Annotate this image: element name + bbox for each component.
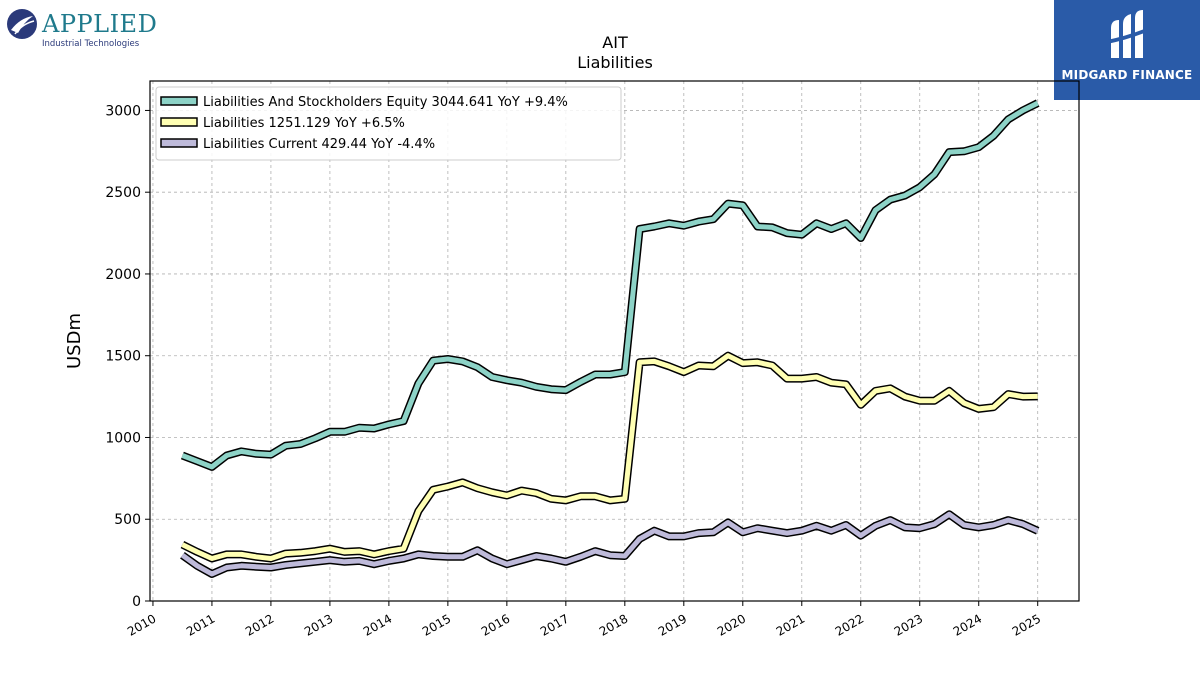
legend-box <box>155 86 622 161</box>
legend-swatch <box>160 117 198 127</box>
plot-frame <box>149 80 1080 602</box>
x-tick-label: 2025 <box>1010 611 1043 638</box>
legend: Liabilities And Stockholders Equity 3044… <box>155 86 622 161</box>
x-tick-label: 2018 <box>597 611 630 638</box>
legend-label: Liabilities And Stockholders Equity 3044… <box>203 95 568 110</box>
series-line-0 <box>181 100 1039 470</box>
x-tick-label: 2015 <box>420 611 453 638</box>
legend-label: Liabilities Current 429.44 YoY -4.4% <box>203 137 435 152</box>
chart-title: AIT <box>602 33 628 52</box>
midgard-monogram-icon <box>1107 10 1147 58</box>
x-tick-label: 2023 <box>892 611 925 638</box>
x-tick-label: 2020 <box>715 611 748 638</box>
y-axis-label: USDm <box>64 313 85 369</box>
legend-label: Liabilities 1251.129 YoY +6.5% <box>203 116 405 131</box>
x-tick-label: 2019 <box>656 611 689 638</box>
series-outline-2 <box>180 510 1040 578</box>
x-tick-label: 2016 <box>479 611 512 638</box>
y-tick-label: 0 <box>132 594 141 610</box>
series-lines <box>180 99 1040 578</box>
x-tick-label: 2014 <box>361 611 394 638</box>
y-tick-label: 3000 <box>105 103 141 119</box>
series-line-2 <box>180 511 1039 577</box>
y-tick-label: 2000 <box>105 267 141 283</box>
y-tick-label: 2500 <box>105 185 141 201</box>
midgard-logo: MIDGARD FINANCE <box>1054 0 1200 100</box>
legend-swatch <box>160 96 198 106</box>
company-name: APPLIED <box>42 10 158 38</box>
midgard-brand-name: MIDGARD FINANCE <box>1061 68 1193 82</box>
x-tick-label: 2017 <box>538 611 571 638</box>
x-tick-label: 2021 <box>774 611 807 638</box>
legend-swatch <box>160 138 198 148</box>
x-tick-label: 2010 <box>125 611 158 638</box>
y-tick-label: 1500 <box>105 349 141 365</box>
y-tick-label: 1000 <box>105 430 141 446</box>
x-tick-label: 2024 <box>951 611 984 638</box>
x-tick-label: 2022 <box>833 611 866 638</box>
x-tick-label: 2012 <box>243 611 276 638</box>
y-tick-label: 500 <box>114 512 141 528</box>
chart-subtitle: Liabilities <box>577 53 653 72</box>
applied-logo: APPLIED Industrial Technologies <box>6 6 166 50</box>
x-tick-label: 2011 <box>184 611 217 638</box>
x-tick-label: 2013 <box>302 611 335 638</box>
circle-swoosh-icon <box>7 9 37 39</box>
series-line-1 <box>181 353 1038 561</box>
company-tagline: Industrial Technologies <box>42 39 140 49</box>
